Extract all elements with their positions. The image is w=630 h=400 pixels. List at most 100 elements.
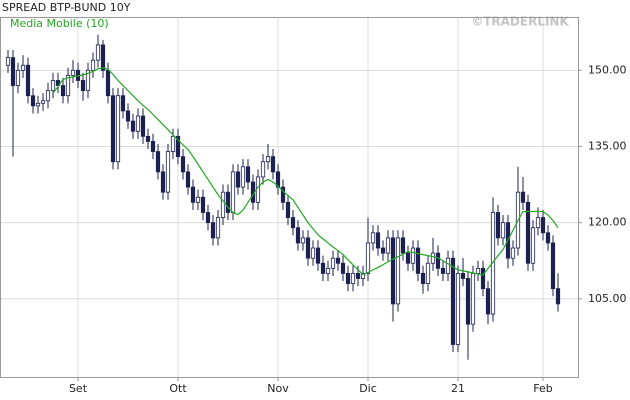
candle-body (495, 212, 501, 239)
candle-body (370, 232, 376, 244)
legend-entry: Media Mobile (10) (10, 17, 109, 30)
candle-body (20, 64, 26, 71)
y-tick-label: 150.00 (588, 63, 627, 76)
candle-body (345, 273, 351, 284)
candle-body (115, 95, 121, 163)
candle-body (425, 262, 431, 284)
candle-body (155, 151, 161, 173)
candle-body (225, 191, 231, 213)
candle-body (340, 262, 346, 274)
candle-body (195, 196, 201, 203)
candle-body (415, 247, 421, 274)
candle-body (335, 257, 341, 264)
candle-body (185, 171, 191, 188)
candle-body (465, 278, 471, 325)
moving-average-line (52, 67, 559, 276)
candle-body (530, 227, 536, 264)
candle-body (490, 212, 496, 315)
candle-body (420, 273, 426, 284)
candle-body (30, 95, 36, 107)
candle-body (145, 135, 151, 142)
plot-frame (0, 17, 579, 378)
candle-body (295, 227, 301, 244)
candle-body (200, 196, 206, 213)
candle-body (305, 237, 311, 259)
candle-body (140, 115, 146, 137)
candle-body (5, 57, 11, 66)
candle-body (545, 232, 551, 244)
candle-body (50, 80, 56, 92)
grid (0, 17, 578, 377)
candle-body (330, 257, 336, 269)
candle-body (455, 273, 461, 345)
y-tick-label: 120.00 (588, 216, 627, 229)
candle-body (460, 273, 466, 279)
candle-body (285, 201, 291, 218)
x-tick-label: Set (69, 382, 88, 395)
plot (5, 34, 561, 360)
candle-body (390, 237, 396, 305)
candle-body (95, 44, 101, 61)
x-tick-label: Nov (267, 382, 289, 395)
x-tick-label: Ott (169, 382, 187, 395)
candle-body (60, 85, 66, 97)
candle-body (235, 171, 241, 188)
candle-body (205, 212, 211, 224)
candle-body (290, 217, 296, 229)
candle-body (85, 69, 91, 92)
candle-body (90, 59, 96, 71)
candle-body (535, 217, 541, 229)
candle-body (40, 100, 46, 104)
chart-title: SPREAD BTP-BUND 10Y (2, 1, 131, 14)
candle-body (475, 267, 481, 274)
candle-body (70, 69, 76, 76)
candle-body (150, 141, 156, 152)
candle-body (215, 217, 221, 239)
candle-body (405, 252, 411, 264)
candle-body (360, 273, 366, 279)
candle-body (130, 120, 136, 132)
y-tick-label: 135.00 (588, 139, 627, 152)
candle-body (165, 151, 171, 193)
candle-body (540, 217, 546, 234)
candle-body (25, 64, 31, 97)
candle-body (245, 166, 251, 183)
y-tick-label: 105.00 (588, 292, 627, 305)
candle-body (280, 186, 286, 203)
candle-body (240, 166, 246, 188)
candle-body (310, 247, 316, 259)
candle-body (315, 247, 321, 264)
candle-body (135, 115, 141, 132)
candle-body (100, 44, 106, 71)
candle-body (410, 247, 416, 264)
candle-body (265, 156, 271, 163)
candle-body (300, 237, 306, 244)
candle-body (510, 247, 516, 259)
candle-body (35, 102, 41, 107)
candle-body (220, 191, 226, 218)
candle-body (355, 273, 361, 279)
candle-body (260, 161, 266, 178)
candle-body (380, 247, 386, 254)
candle-body (445, 257, 451, 274)
candle-body (485, 288, 491, 315)
candle-body (10, 57, 16, 86)
candle-body (170, 135, 176, 152)
candle-body (175, 135, 181, 158)
candle-body (350, 273, 356, 284)
candle-body (375, 232, 381, 249)
candle-body (365, 242, 371, 274)
candle-body (160, 171, 166, 193)
candle-body (555, 288, 561, 305)
candle-body (400, 237, 406, 254)
candle-body (450, 257, 456, 345)
candle-body (45, 90, 51, 102)
candle-body (480, 267, 486, 290)
candle-body (435, 252, 441, 269)
candle-body (65, 74, 71, 97)
candle-body (120, 95, 126, 112)
candle-body (275, 171, 281, 188)
candle-body (385, 237, 391, 254)
candle-body (550, 242, 556, 290)
